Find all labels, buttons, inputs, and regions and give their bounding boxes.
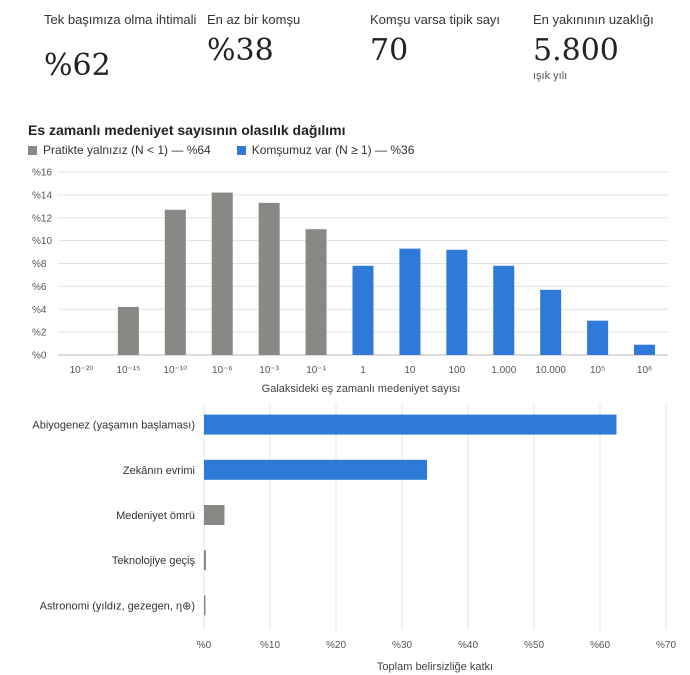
x-tick-label: 10⁻³: [259, 365, 279, 376]
bar: [634, 344, 656, 355]
category-label: Medeniyet ömrü: [116, 510, 195, 522]
legend-label: Pratikte yalnızız (N < 1) — %64: [43, 143, 211, 157]
x-tick-label: %70: [656, 640, 676, 651]
bar: [446, 249, 468, 355]
stat-label: En yakınının uzaklığı: [533, 12, 654, 27]
stat-value: %62: [44, 48, 111, 83]
stat-alone: Tek başımıza olma ihtimali %62: [44, 12, 204, 83]
stat-sub: ışık yılı: [533, 70, 568, 82]
y-tick-label: %0: [32, 351, 47, 362]
x-tick-label: %30: [392, 640, 412, 651]
y-tick-label: %2: [32, 328, 47, 339]
x-tick-label: %50: [524, 640, 544, 651]
stat-nearest-distance: En yakınının uzaklığı 5.800 ışık yılı: [533, 12, 690, 82]
bar: [211, 192, 233, 355]
y-tick-label: %10: [32, 236, 52, 247]
bar: [399, 248, 421, 355]
legend-swatch-blue: [236, 145, 246, 155]
category-label: Teknolojiye geçiş: [112, 555, 196, 567]
stat-value: 70: [370, 33, 409, 68]
x-tick-label: %0: [197, 640, 212, 651]
stat-label: Komşu varsa tipik sayı: [370, 12, 501, 27]
x-axis-title: Galaksideki eş zamanlı medeniyet sayısı: [262, 383, 461, 395]
x-tick-label: 10⁻⁶: [212, 365, 233, 376]
x-tick-label: 10.000: [535, 365, 566, 376]
legend-label: Komşumuz var (N ≥ 1) — %36: [251, 143, 415, 157]
bar: [204, 505, 225, 525]
bar: [117, 306, 139, 355]
x-tick-label: %60: [590, 640, 610, 651]
y-tick-label: %16: [32, 168, 52, 179]
category-label: Abiyogenez (yaşamın başlaması): [32, 420, 195, 432]
stat-value: 5.800: [533, 33, 619, 68]
y-tick-label: %6: [32, 282, 47, 293]
x-tick-label: 10⁻²⁰: [70, 365, 94, 376]
contribution-chart: %0 %10 %20 %30 %40 %50 %60 %70 Abiyogenez (yaşam…: [32, 404, 676, 673]
legend: Pratikte yalnızız (N < 1) — %64 Komşumuz…: [28, 143, 440, 157]
stat-neighbor: En az bir komşu %38: [207, 12, 367, 68]
y-tick-label: %8: [32, 259, 47, 270]
bar: [305, 229, 327, 355]
category-label: Astronomi (yıldız, gezegen, η⊕): [40, 600, 195, 612]
stats-row: Tek başımıza olma ihtimali %62 En az bir…: [0, 0, 690, 110]
x-tick-label: 10⁻¹⁰: [163, 365, 187, 376]
bar: [204, 414, 617, 435]
bar: [204, 459, 428, 480]
bar: [164, 209, 186, 355]
stat-label: Tek başımıza olma ihtimali: [44, 12, 197, 27]
stat-typical-count: Komşu varsa tipik sayı 70: [370, 12, 530, 68]
x-tick-label: 10: [404, 365, 416, 376]
bar: [493, 265, 515, 355]
y-tick-label: %12: [32, 213, 52, 224]
x-tick-label: 10⁶: [637, 365, 652, 376]
x-tick-label: %40: [458, 640, 478, 651]
distribution-chart: %0 %2 %4 %6 %8 %10 %12 %14 %16 10⁻²⁰ 10⁻¹⁵ 10⁻¹⁰ 10⁻…: [32, 168, 668, 395]
x-tick-label: 10⁻¹: [306, 365, 326, 376]
x-tick-label: %10: [260, 640, 280, 651]
stat-value: %38: [207, 33, 274, 68]
bar: [204, 550, 206, 571]
x-tick-label: 10⁻¹⁵: [116, 365, 140, 376]
x-tick-label: 100: [449, 365, 466, 376]
legend-item-alone: Pratikte yalnızız (N < 1) — %64: [28, 143, 211, 157]
category-label: Zekânın evrimi: [123, 465, 195, 477]
bar: [352, 265, 374, 355]
bar: [587, 320, 609, 355]
legend-swatch-gray: [28, 145, 37, 155]
y-tick-label: %4: [32, 305, 47, 316]
x-tick-label: 10⁵: [590, 365, 605, 376]
bar: [540, 289, 562, 355]
legend-item-neighbor: Komşumuz var (N ≥ 1) — %36: [236, 143, 415, 157]
stat-label: En az bir komşu: [207, 12, 301, 27]
bar: [204, 595, 206, 616]
x-tick-label: %20: [326, 640, 346, 651]
y-tick-label: %14: [32, 190, 52, 201]
chart-title: Es zamanlı medeniyet sayısının olasılık …: [28, 122, 346, 138]
bar: [258, 202, 280, 355]
x-tick-label: 1.000: [491, 365, 516, 376]
x-tick-label: 1: [360, 365, 366, 376]
x-axis-title: Toplam belirsizliğe katkı: [377, 661, 493, 673]
